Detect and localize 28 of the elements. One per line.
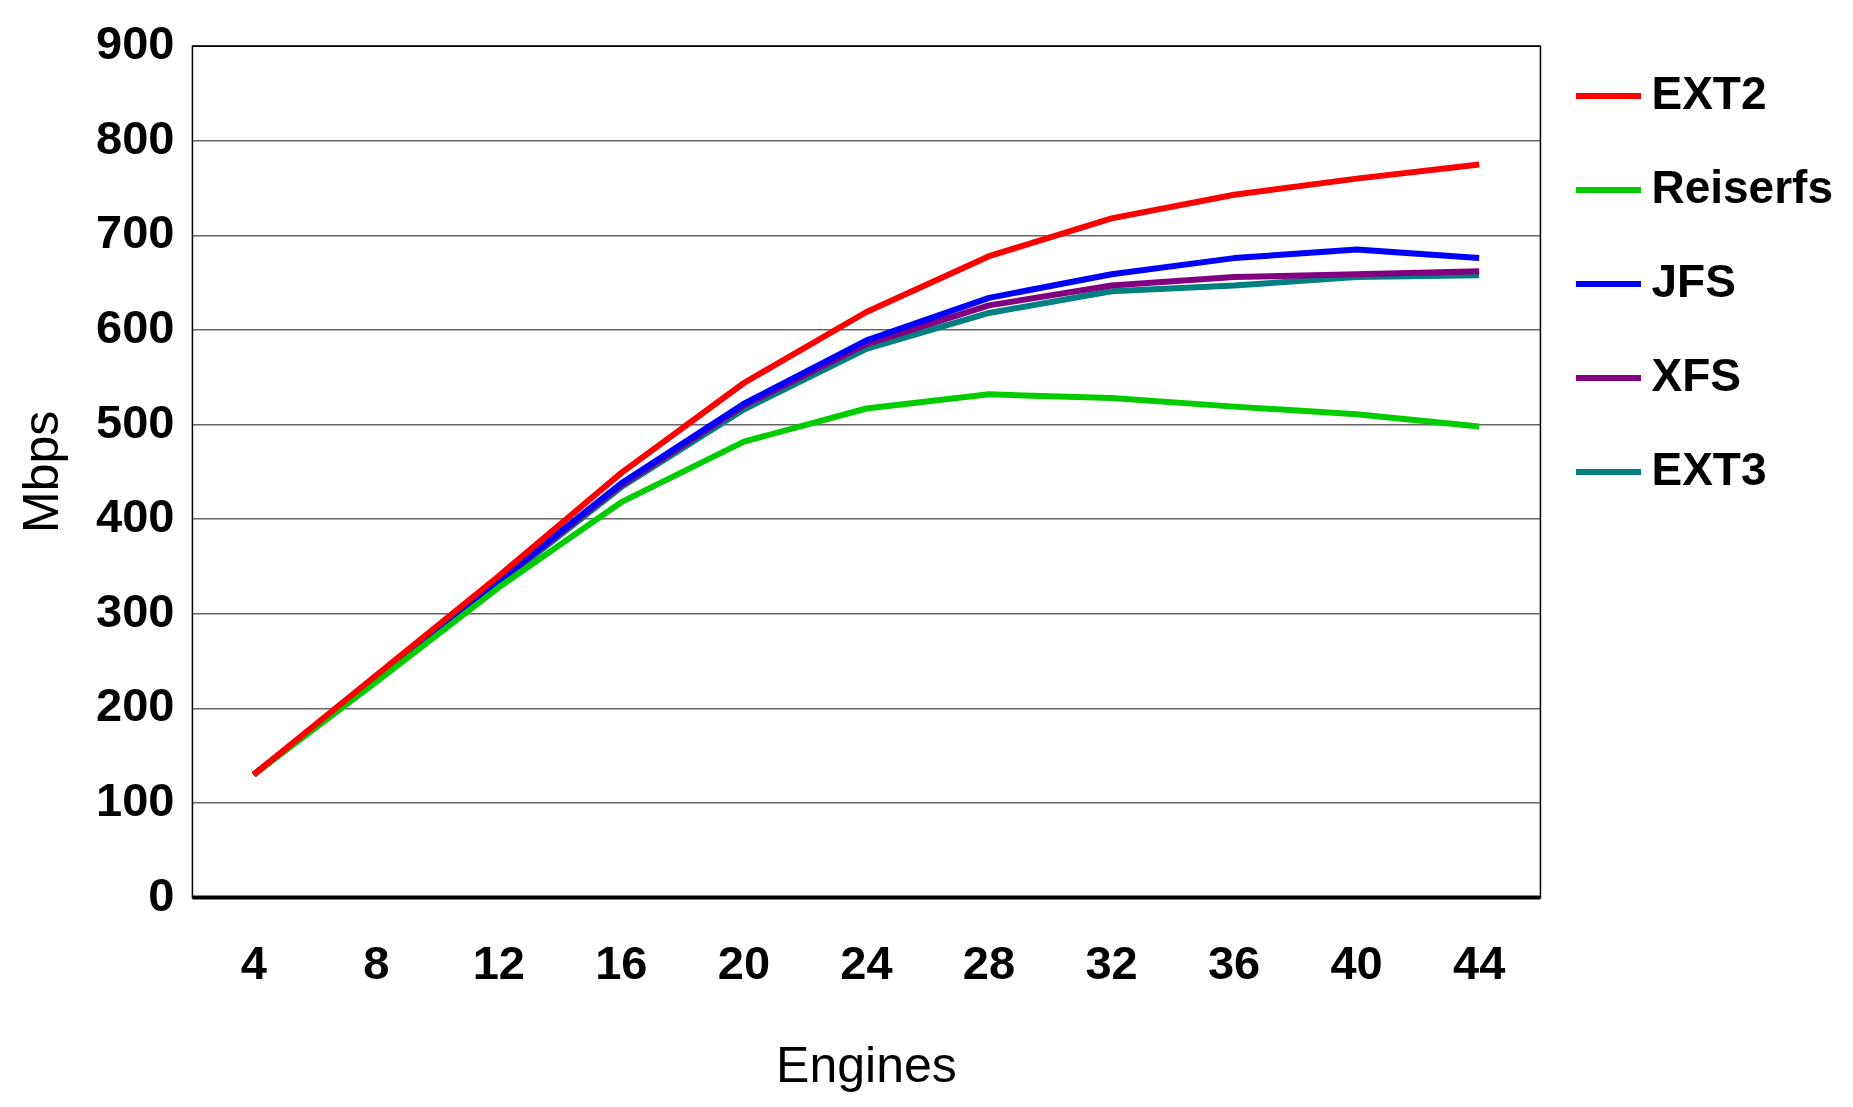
x-tick-label: 4 [240, 935, 267, 989]
x-tick-label: 16 [595, 935, 648, 989]
y-tick-label: 400 [96, 489, 175, 543]
legend-label: Reiserfs [1651, 160, 1834, 213]
y-tick-label: 200 [96, 678, 175, 732]
y-tick-label: 900 [96, 16, 175, 70]
x-tick-label: 44 [1453, 935, 1506, 989]
y-axis-title: Mbps [12, 410, 69, 534]
y-tick-label: 100 [96, 772, 175, 826]
x-tick-label: 32 [1085, 935, 1138, 989]
x-tick-label: 40 [1330, 935, 1383, 989]
x-tick-label: 24 [840, 935, 893, 989]
y-tick-label: 300 [96, 583, 175, 637]
x-tick-label: 12 [472, 935, 525, 989]
legend-label: EXT2 [1651, 66, 1767, 119]
y-tick-label: 800 [96, 110, 175, 164]
x-tick-label: 28 [962, 935, 1016, 989]
x-tick-label: 20 [717, 935, 771, 989]
legend-label: EXT3 [1651, 442, 1767, 495]
legend-label: XFS [1651, 348, 1741, 401]
y-tick-label: 700 [96, 205, 175, 259]
y-tick-label: 0 [148, 867, 175, 921]
legend-label: JFS [1651, 254, 1736, 307]
y-tick-label: 500 [96, 394, 175, 448]
x-tick-label: 36 [1207, 935, 1261, 989]
x-tick-label: 8 [363, 935, 390, 989]
x-axis-title: Engines [776, 1036, 957, 1093]
y-tick-label: 600 [96, 299, 175, 353]
